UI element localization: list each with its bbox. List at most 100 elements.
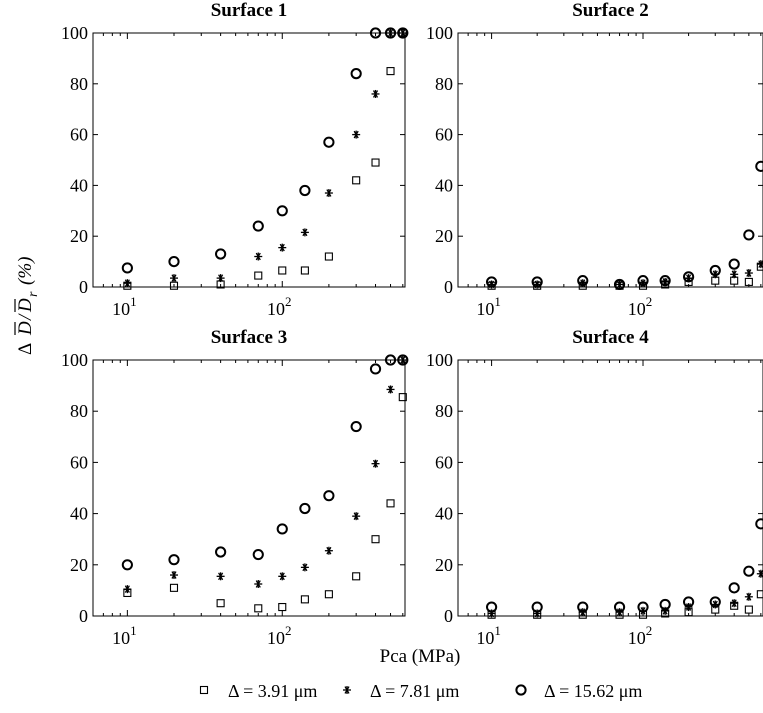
panel-2: Surface 2 0 20 40 60 80 100 101 102 — [426, 0, 763, 319]
panel-1-ytick-label: 80 — [70, 74, 88, 94]
panel-4-frame — [457, 359, 763, 617]
panel-4-series-3-point — [485, 601, 498, 613]
legend-item: Δ = 3.91 μm — [199, 681, 317, 701]
panel-1-series-3-point — [299, 184, 311, 197]
panel-1-series-1-point — [352, 176, 361, 185]
legend-label: Δ = 15.62 μm — [544, 681, 642, 701]
y-axis-label: Δ D / D r (%) — [14, 257, 41, 355]
panel-4-series-3-point — [709, 596, 721, 608]
panel-1-ytick-label: 20 — [70, 226, 88, 246]
y-axis-label-d2: D — [15, 298, 36, 313]
y-axis-label-unit: (%) — [15, 257, 36, 285]
panel-1-series-3-point — [121, 262, 133, 274]
panel-4-series-3-point — [728, 582, 740, 594]
panel-3-series-3-point — [215, 546, 227, 558]
legend: Δ = 3.91 μm Δ = 7.81 μm Δ = 15.62 μm — [199, 681, 642, 701]
panel-3-series-3-point — [350, 420, 362, 433]
panel-1-ytick-label: 60 — [70, 125, 88, 145]
panel-1: Surface 1 0 20 40 60 80 100 101 102 — [61, 0, 409, 319]
panel-2-series-3-point — [755, 160, 763, 172]
panel-4-series-3-point — [531, 601, 543, 613]
panel-1-series-3-point — [168, 256, 180, 268]
panel-3-ytick-label: 0 — [79, 606, 88, 626]
panel-3-series-3-point — [121, 559, 133, 571]
panel-4-series-3-point — [743, 565, 755, 577]
panel-2-ytick-label: 0 — [444, 277, 453, 297]
panel-2-xtick-label: 102 — [628, 294, 653, 319]
panel-2-series-3-point — [637, 275, 649, 287]
panel-4-ytick-label: 0 — [444, 606, 453, 626]
panel-2-series-3-point — [709, 264, 721, 277]
panel-2-series-3-point — [613, 278, 626, 291]
panel-3-series-3-point — [276, 523, 288, 535]
panel-3-series-1-point — [254, 604, 263, 613]
panel-3-series-3-point — [299, 502, 311, 515]
panel-3-title: Surface 3 — [211, 327, 288, 348]
panel-2-ytick-label: 100 — [426, 23, 453, 43]
panel-2-series-3-point — [743, 229, 755, 241]
panel-3-ytick-label: 20 — [70, 555, 88, 575]
panel-3-series-2-point — [300, 563, 309, 572]
panel-4-xtick-label: 102 — [628, 623, 653, 648]
panel-3-series-2-point — [216, 572, 225, 581]
legend-item: Δ = 7.81 μm — [343, 681, 459, 701]
panel-2-series-2-point — [756, 260, 763, 269]
panel-1-series-1-point — [278, 266, 287, 275]
panel-4-series-2-point — [756, 569, 763, 578]
panel-1-series-3-point — [323, 136, 335, 148]
panel-3-xtick-label: 101 — [112, 623, 137, 648]
panel-4-series-1-point — [744, 605, 753, 614]
panel-3-series-1-point — [352, 572, 361, 581]
panel-1-series-1-point — [324, 252, 333, 261]
panel-4-ytick-label: 80 — [435, 401, 453, 421]
panel-3-series-3-point — [384, 354, 397, 366]
panel-3-series-2-point — [371, 459, 380, 468]
panel-1-series-1-point — [371, 158, 380, 167]
panel-1-series-2-point — [371, 89, 380, 98]
panel-3-series-3-point — [323, 490, 335, 502]
panel-4-series-3-point — [637, 601, 649, 613]
panel-2-series-2-point — [744, 269, 753, 278]
panel-1-series-1-point — [386, 67, 395, 76]
panel-4: Surface 4 0 20 40 60 80 100 101 102 — [426, 327, 763, 648]
legend-marker-star — [343, 686, 351, 694]
panel-1-xtick-label: 101 — [112, 294, 137, 319]
panel-2-series-3-point — [659, 275, 671, 287]
panel-1-series-2-point — [254, 252, 263, 261]
panel-4-series-1-point — [756, 590, 763, 599]
legend-label: Δ = 3.91 μm — [228, 681, 317, 701]
panel-4-series-3-point — [613, 601, 626, 613]
panel-2-ytick-label: 20 — [435, 226, 453, 246]
panel-3-ytick-label: 60 — [70, 452, 88, 472]
panel-4-series-3-point — [682, 596, 695, 608]
panel-1-ytick-label: 100 — [61, 23, 88, 43]
panel-1-series-3-point — [384, 27, 397, 39]
panel-4-ytick-label: 100 — [426, 350, 453, 370]
panel-3-series-2-point — [278, 572, 287, 581]
panel-4-ytick-label: 60 — [435, 452, 453, 472]
panels-group: Surface 1 0 20 40 60 80 100 101 102 Surface 2 0 20 4… — [61, 0, 763, 648]
panel-3-series-2-point — [254, 580, 263, 588]
panel-2-series-3-point — [485, 276, 498, 288]
panel-3-series-2-point — [324, 546, 333, 555]
panel-1-xtick-label: 102 — [267, 294, 292, 319]
panel-1-series-2-point — [169, 274, 178, 283]
panel-2-ytick-label: 60 — [435, 125, 453, 145]
panel-1-frame — [92, 32, 406, 288]
panel-3-ytick-label: 80 — [70, 401, 88, 421]
panel-1-series-2-point — [398, 29, 407, 37]
panel-1-series-2-point — [324, 189, 333, 198]
panel-4-title: Surface 4 — [572, 327, 649, 348]
panel-4-ytick-label: 20 — [435, 555, 453, 575]
panel-3-frame — [92, 359, 406, 617]
panel-2-frame — [457, 32, 763, 288]
panel-1-ytick-label: 0 — [79, 277, 88, 297]
panel-1-series-1-point — [254, 271, 263, 280]
panel-1-series-3-point — [215, 248, 227, 260]
panel-4-series-2-point — [744, 592, 753, 601]
panel-3-series-2-point — [398, 356, 407, 364]
panel-3-series-1-point — [216, 599, 225, 608]
panel-3-series-2-point — [123, 585, 132, 594]
panel-1-series-3-point — [252, 220, 264, 232]
panel-3-series-1-point — [169, 583, 179, 592]
